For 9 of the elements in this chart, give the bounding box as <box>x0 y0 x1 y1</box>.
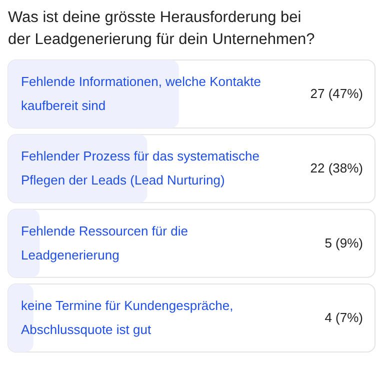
data-label: 4 (7%) <box>324 310 363 326</box>
y-tick-label: Fehlende Informationen, welche Kontakte kaufbereit sind <box>21 74 261 113</box>
data-label: 5 (9%) <box>324 235 363 250</box>
y-tick-label: keine Termine für Kundengespräche, Abschlussquote ist gut <box>21 298 234 338</box>
y-tick-label: Fehlende Ressourcen für die Leadgenerierung <box>21 223 188 262</box>
y-tick-label: Fehlender Prozess für das systematische Pflegen der Leads (Lead Nurturing) <box>21 148 260 188</box>
chart-title: Was ist deine grösste Herausforderung bei der Leadgenerierung für dein Unternehmen? <box>8 9 316 48</box>
data-label: 22 (38%) <box>310 160 363 176</box>
data-label: 27 (47%) <box>310 86 363 101</box>
